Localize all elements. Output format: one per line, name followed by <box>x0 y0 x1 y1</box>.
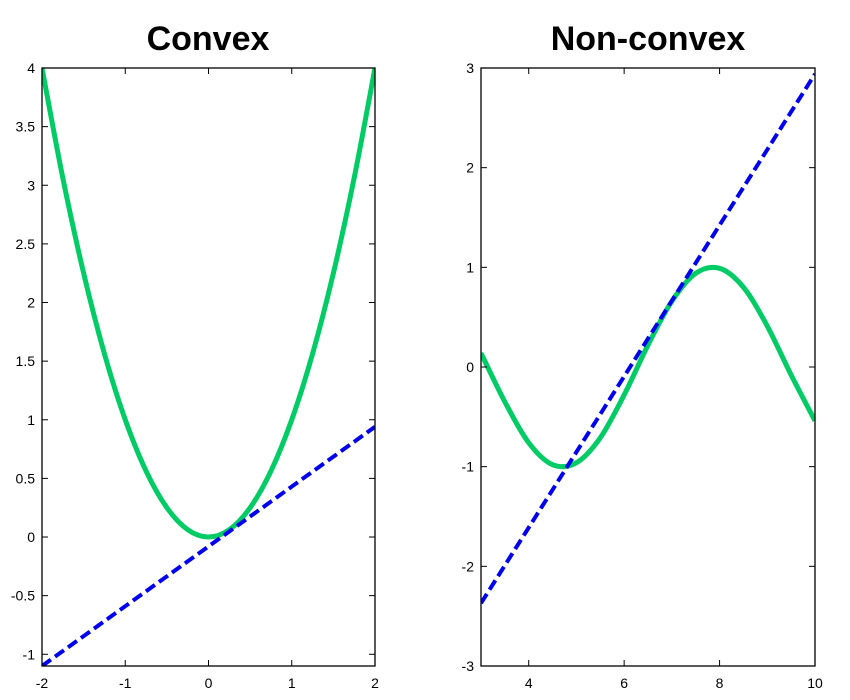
x-tick-label: 6 <box>620 675 628 691</box>
y-tick-label: 0 <box>27 529 35 545</box>
y-tick-label: 1.5 <box>16 353 36 369</box>
chart-panel-convex: Convex-2 -1 0 1 2-1-0.500.511.522.533.54 <box>11 20 379 691</box>
y-tick-label: 3 <box>27 177 35 193</box>
y-tick-label: -3 <box>462 658 475 674</box>
y-tick-label: 2.5 <box>16 236 36 252</box>
tangent-line-series-convex <box>42 425 375 666</box>
y-tick-label: 1 <box>466 259 474 275</box>
curve-series-convex <box>42 68 375 540</box>
x-tick-label: 1 <box>288 675 296 691</box>
chart-title-nonconvex: Non-convex <box>551 20 746 58</box>
y-tick-label: -1 <box>462 459 475 475</box>
y-tick-label: 2 <box>27 295 35 311</box>
y-tick-label: 3.5 <box>16 119 36 135</box>
y-tick-label: -2 <box>462 558 475 574</box>
x-tick-label: 0 <box>205 675 213 691</box>
y-tick-label: -1 <box>23 646 36 662</box>
x-tick-label: 2 <box>371 675 379 691</box>
x-tick-label: 10 <box>807 675 823 691</box>
tangent-line-series-nonconvex <box>481 72 815 605</box>
y-tick-label: 1 <box>27 412 35 428</box>
y-tick-label: 0 <box>466 359 474 375</box>
x-tick-label: 8 <box>716 675 724 691</box>
y-tick-label: -0.5 <box>11 588 35 604</box>
y-tick-label: 2 <box>466 160 474 176</box>
y-tick-label: 0.5 <box>16 470 36 486</box>
chart-panel-nonconvex: Non-convex 4 6 8 10 -3 -2 -1 0 1 2 3 <box>462 20 823 691</box>
curve-series-nonconvex <box>481 264 815 470</box>
x-tick-label: 4 <box>525 675 533 691</box>
chart-title-convex: Convex <box>147 20 270 58</box>
y-tick-label: 4 <box>27 60 35 76</box>
y-tick-label: 3 <box>466 60 474 76</box>
plot-frame-convex <box>41 67 376 667</box>
x-tick-label: -1 <box>119 675 132 691</box>
plot-frame-nonconvex <box>480 67 816 667</box>
x-tick-label: -2 <box>36 675 49 691</box>
